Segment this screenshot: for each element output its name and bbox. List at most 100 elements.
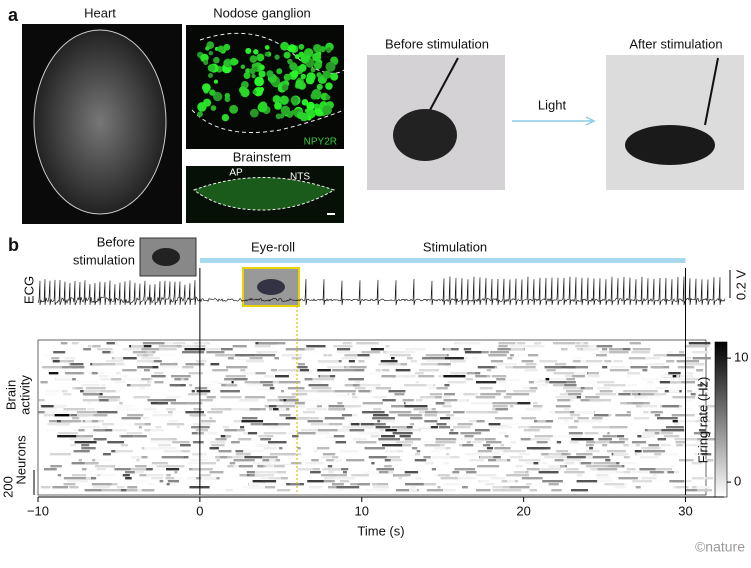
raster-cell <box>370 348 384 351</box>
raster-cell <box>262 459 270 462</box>
cell <box>279 95 289 105</box>
raster-cell <box>38 399 45 402</box>
raster-cell <box>357 426 375 429</box>
raster-cell <box>335 396 353 399</box>
raster-cell <box>242 486 266 489</box>
raster-cell <box>585 396 600 399</box>
raster-cell <box>114 357 124 360</box>
raster-cell <box>378 438 400 441</box>
raster-cell <box>677 387 692 390</box>
raster-cell <box>576 480 598 483</box>
raster-cell <box>71 462 85 465</box>
raster-cell <box>239 474 248 477</box>
raster-cell <box>209 447 217 450</box>
raster-cell <box>391 426 407 429</box>
raster-cell <box>141 357 161 360</box>
raster-cell <box>260 438 272 441</box>
raster-cell <box>389 411 412 414</box>
raster-cell <box>549 381 567 384</box>
raster-cell <box>479 456 494 459</box>
raster-cell <box>167 480 179 483</box>
raster-cell <box>81 468 87 471</box>
raster-cell <box>477 450 494 453</box>
raster-cell <box>376 468 395 471</box>
raster-cell <box>339 369 345 372</box>
raster-cell <box>634 390 658 393</box>
raster-cell <box>55 378 73 381</box>
raster-cell <box>450 429 454 432</box>
raster-cell <box>166 396 181 399</box>
raster-cell <box>684 363 705 366</box>
raster-cell <box>193 408 202 411</box>
raster-cell <box>42 366 63 369</box>
raster-cell <box>563 387 581 390</box>
raster-cell <box>310 423 329 426</box>
raster-cell <box>341 357 358 360</box>
raster-cell <box>404 438 421 441</box>
raster-cell <box>324 417 345 420</box>
raster-cell <box>418 411 431 414</box>
raster-cell <box>635 432 655 435</box>
raster-cell <box>142 417 149 420</box>
raster-cell <box>609 426 628 429</box>
raster-cell <box>525 462 541 465</box>
raster-cell <box>126 342 135 345</box>
raster-cell <box>602 435 617 438</box>
raster-cell <box>222 426 230 429</box>
raster-cell <box>306 408 327 411</box>
raster-cell <box>289 462 302 465</box>
raster-cell <box>443 375 466 378</box>
raster-cell <box>277 396 296 399</box>
cell <box>306 101 315 111</box>
raster-cell <box>635 405 642 408</box>
raster-cell <box>385 429 397 432</box>
raster-cell <box>605 459 611 462</box>
raster-cell <box>521 477 543 480</box>
raster-cell <box>566 468 579 471</box>
raster-cell <box>191 390 195 393</box>
heart-title: Heart <box>84 5 116 20</box>
raster-cell <box>254 471 278 474</box>
raster-cell <box>181 456 189 459</box>
raster-cell <box>191 417 210 420</box>
raster-cell <box>420 396 437 399</box>
raster-cell <box>277 489 291 492</box>
raster-cell <box>510 354 514 357</box>
raster-cell <box>442 405 452 408</box>
x-tick-label: 30 <box>678 503 692 518</box>
raster-cell <box>82 393 100 396</box>
raster-cell <box>437 474 460 477</box>
raster-cell <box>83 486 87 489</box>
raster-cell <box>373 408 382 411</box>
raster-cell <box>565 390 584 393</box>
raster-cell <box>212 369 229 372</box>
raster-cell <box>546 378 567 381</box>
raster-cell <box>460 432 482 435</box>
raster-cell <box>216 387 231 390</box>
raster-cell <box>287 480 306 483</box>
raster-cell <box>206 396 216 399</box>
raster-cell <box>99 399 112 402</box>
raster-cell <box>558 417 574 420</box>
raster-cell <box>646 396 661 399</box>
raster-cell <box>391 429 411 432</box>
raster-cell <box>242 408 260 411</box>
raster-cell <box>306 474 313 477</box>
raster-cell <box>57 432 78 435</box>
raster-cell <box>570 414 580 417</box>
raster-cell <box>590 363 606 366</box>
raster-cell <box>418 375 435 378</box>
raster-cell <box>342 426 360 429</box>
raster-cell <box>353 369 365 372</box>
raster-cell <box>167 423 185 426</box>
raster-cell <box>337 402 343 405</box>
raster-cell <box>580 342 584 345</box>
raster-cell <box>264 459 276 462</box>
raster-cell <box>336 486 360 489</box>
raster-cell <box>231 441 240 444</box>
raster-cell <box>354 381 360 384</box>
raster-cell <box>254 354 276 357</box>
fiber <box>704 57 719 126</box>
raster-cell <box>492 405 508 408</box>
raster-cell <box>127 414 144 417</box>
